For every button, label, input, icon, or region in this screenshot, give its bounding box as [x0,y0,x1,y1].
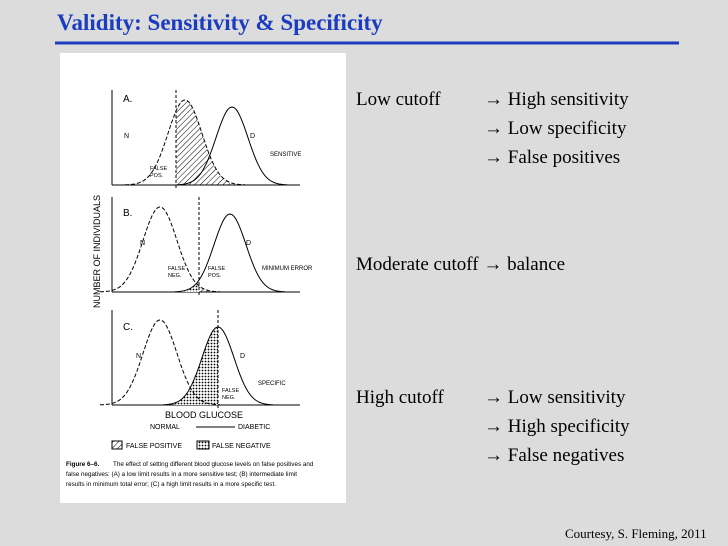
panel-label: B. [123,208,132,219]
panel-condition: MINIMUM ERROR [262,266,313,272]
normal-curve [125,99,245,186]
region-label: NEG. [222,395,236,401]
diabetic-tag: D [250,133,255,140]
normal-tag: N [124,133,129,140]
diabetic-label: DIABETIC [238,424,270,431]
cutoff-name: Low cutoff [356,89,441,110]
region-label: NEG. [168,273,182,279]
cutoff-name: High cutoff [356,387,444,408]
normal-tag: N [140,240,145,247]
diabetic-tag: D [246,240,251,247]
panel-label: A. [123,94,132,105]
cutoff-effect: → High sensitivity [484,89,629,110]
cutoff-effect: → False negatives [484,445,624,466]
normal-tag: N [136,353,141,360]
shaded-region [175,327,218,405]
panel-condition: SPECIFIC [258,381,286,387]
legend-swatch [111,440,123,450]
diabetic-curve [174,213,286,293]
normal-curve [100,206,220,293]
credit: Courtesy, S. Fleming, 2011 [565,526,707,541]
cutoff-effect: → Low specificity [484,118,627,139]
region-label: FALSE [222,388,239,394]
x-axis-label: BLOOD GLUCOSE [165,410,243,420]
region-label: FALSE [168,266,185,272]
cutoff-name: Moderate cutoff → balance [356,254,565,275]
cutoff-effect: → False positives [484,147,620,168]
normal-label: NORMAL [150,424,180,431]
cutoff-effect: → Low sensitivity [484,387,626,408]
region-label: FALSE [208,266,225,272]
legend-label: FALSE NEGATIVE [212,443,271,450]
cutoff-effect: → High specificity [484,416,630,437]
legend-label: FALSE POSITIVE [126,443,182,450]
y-axis-label: NUMBER OF INDIVIDUALS [92,195,102,308]
diabetic-curve [176,106,288,186]
caption-figure-label: Figure 6–6. [66,461,99,468]
caption-line: results in minimum total error; (C) a hi… [66,481,276,488]
cutoff-notes: Low cutoff → High sensitivity → Low specif… [356,89,630,466]
region-label: FALSE [150,166,167,172]
region-label: POS. [150,173,164,179]
panel-condition: SENSITIVE [270,152,301,158]
panel-label: C. [123,322,133,333]
slide-title: Validity: Sensitivity & Specificity [57,10,383,35]
region-label: POS. [208,273,222,279]
shaded-region [176,100,230,185]
shaded-region [180,280,199,292]
legend-swatch [196,440,210,450]
shaded-region [199,285,215,292]
caption-line: false negatives: (A) a low limit results… [66,471,297,478]
figure-background [60,53,346,503]
diabetic-tag: D [240,353,245,360]
normal-curve [100,319,220,406]
caption-line: The effect of setting different blood gl… [113,461,314,468]
